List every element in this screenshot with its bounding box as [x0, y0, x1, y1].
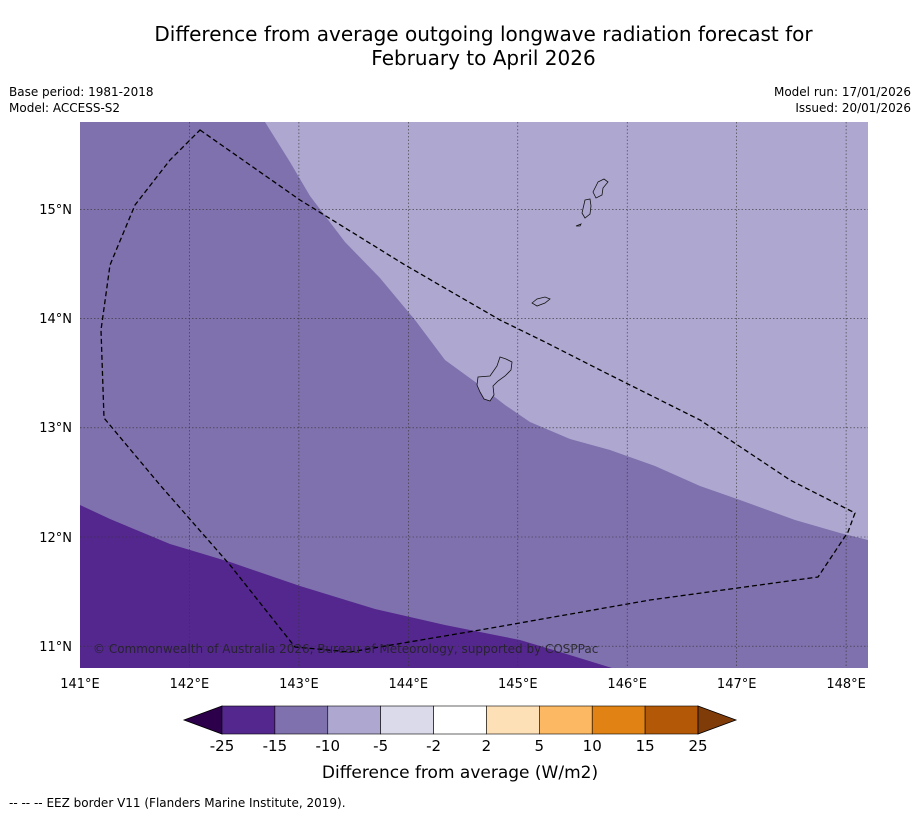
lat-tick-14: 14°N — [39, 312, 72, 327]
colorbar-box — [274, 705, 329, 735]
lat-tick-12: 12°N — [39, 531, 72, 546]
colorbar-under-arrow — [182, 705, 223, 735]
colorbar-tick-label: -2 — [426, 737, 441, 755]
colorbar-box — [221, 705, 276, 735]
lat-tick-15: 15°N — [39, 203, 72, 218]
colorbar-tick-label: -5 — [373, 737, 388, 755]
colorbar-tick-label: 2 — [482, 737, 492, 755]
lon-tick-144: 144°E — [389, 677, 429, 692]
island-guam — [476, 356, 513, 402]
gridlines — [80, 122, 868, 668]
colorbar-boxes — [221, 705, 699, 735]
colorbar-box — [380, 705, 434, 735]
chart-title: Difference from average outgoing longwav… — [24, 22, 919, 70]
lon-tick-145: 145°E — [498, 677, 538, 692]
eez-legend-symbol: -- -- -- — [9, 796, 43, 810]
region-minus-25-to-15 — [80, 505, 612, 668]
base-period: Base period: 1981-2018 — [9, 85, 154, 99]
model-run: Model run: 17/01/2026 — [773, 85, 911, 99]
island-tinian — [581, 198, 592, 219]
copyright-text: © Commonwealth of Australia 2026, Bureau… — [93, 642, 598, 656]
colorbar-tick-label: 5 — [535, 737, 545, 755]
region-minus-10-to-5 — [265, 122, 868, 540]
lon-tick-labels: 141°E 142°E 143°E 144°E 145°E 146°E 147°… — [60, 677, 866, 692]
colorbar-box — [539, 705, 593, 735]
title-line-2: February to April 2026 — [371, 46, 596, 70]
colorbar-tick-label: -25 — [210, 737, 235, 755]
lat-tick-labels: 15°N 14°N 13°N 12°N 11°N — [39, 203, 72, 655]
colorbar-box — [433, 705, 487, 735]
island-outlines — [476, 178, 609, 402]
lon-tick-143: 143°E — [279, 677, 319, 692]
eez-legend-text: EEZ border V11 (Flanders Marine Institut… — [46, 796, 346, 810]
eez-border — [100, 129, 856, 653]
colorbar-box — [486, 705, 540, 735]
lon-tick-148: 148°E — [826, 677, 866, 692]
colorbar-tick-label: -15 — [263, 737, 288, 755]
lon-tick-146: 146°E — [607, 677, 647, 692]
footer-legend: -- -- -- EEZ border V11 (Flanders Marine… — [9, 796, 346, 810]
model-name: Model: ACCESS-S2 — [9, 101, 121, 115]
meta-right: Model run: 17/01/2026 Issued: 20/01/2026 — [774, 84, 911, 116]
colorbar-box — [327, 705, 381, 735]
colorbar-ticks: -25 -15 -10 -5 -2 2 5 10 15 25 — [210, 737, 708, 755]
lon-tick-141: 141°E — [60, 677, 100, 692]
colorbar-tick-label: -10 — [316, 737, 341, 755]
island-rota — [531, 296, 551, 307]
colorbar-tick-label: 25 — [688, 737, 707, 755]
title-line-1: Difference from average outgoing longwav… — [154, 22, 813, 46]
meta-left: Base period: 1981-2018 Model: ACCESS-S2 — [9, 84, 154, 116]
island-aguijan — [575, 223, 582, 227]
issued-date: Issued: 20/01/2026 — [795, 101, 911, 115]
colorbar-box — [644, 705, 699, 735]
island-saipan — [592, 178, 609, 199]
lat-tick-13: 13°N — [39, 421, 72, 436]
colorbar-label: Difference from average (W/m2) — [322, 763, 598, 783]
lon-tick-142: 142°E — [170, 677, 210, 692]
colorbar-tick-label: 15 — [636, 737, 655, 755]
colorbar-tick-label: 10 — [583, 737, 602, 755]
colorbar-over-arrow — [697, 705, 738, 735]
lon-tick-147: 147°E — [717, 677, 757, 692]
lat-tick-11: 11°N — [39, 640, 72, 655]
colorbar: -25 -15 -10 -5 -2 2 5 10 15 25 Difference from av… — [182, 705, 738, 783]
colorbar-box — [591, 705, 646, 735]
map-area: © Commonwealth of Australia 2026, Bureau… — [80, 122, 868, 668]
